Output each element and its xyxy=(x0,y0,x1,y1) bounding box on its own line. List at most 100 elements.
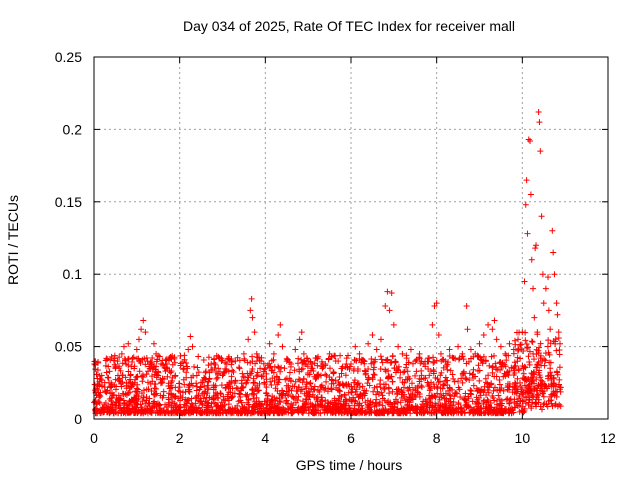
data-point xyxy=(145,368,152,375)
data-point xyxy=(203,404,210,411)
data-point xyxy=(395,386,402,393)
data-point xyxy=(328,386,335,393)
data-point xyxy=(374,409,381,416)
data-point xyxy=(414,409,421,416)
data-point xyxy=(467,346,474,353)
data-point xyxy=(387,399,394,406)
data-point xyxy=(303,379,310,386)
data-point xyxy=(494,366,501,373)
data-point xyxy=(537,374,544,381)
data-point xyxy=(330,370,337,377)
data-point xyxy=(132,397,139,404)
data-point xyxy=(140,317,147,324)
data-point xyxy=(429,321,436,328)
data-point xyxy=(213,409,220,416)
data-point xyxy=(199,379,206,386)
data-point xyxy=(222,397,229,404)
data-point xyxy=(350,379,357,386)
x-tick-label: 12 xyxy=(600,430,616,446)
data-point xyxy=(517,342,524,349)
data-point xyxy=(225,355,232,362)
data-point xyxy=(250,391,257,398)
data-point xyxy=(290,408,297,415)
data-point xyxy=(284,356,291,363)
data-point xyxy=(275,379,282,386)
data-point xyxy=(205,378,212,385)
data-point xyxy=(413,410,420,417)
data-point xyxy=(409,391,416,398)
data-point xyxy=(389,352,396,359)
data-point xyxy=(159,394,166,401)
data-point xyxy=(435,379,442,386)
data-point xyxy=(102,362,109,369)
data-points-layer xyxy=(91,109,564,417)
data-point xyxy=(258,354,265,361)
data-point xyxy=(506,340,513,347)
data-point xyxy=(206,369,213,376)
data-point xyxy=(442,378,449,385)
data-point xyxy=(496,405,503,412)
data-point xyxy=(242,391,249,398)
data-point xyxy=(422,358,429,365)
data-point xyxy=(377,384,384,391)
data-point xyxy=(427,394,434,401)
data-point xyxy=(197,383,204,390)
data-point xyxy=(439,356,446,363)
data-point xyxy=(200,409,207,416)
data-point xyxy=(269,367,276,374)
data-point xyxy=(142,408,149,415)
data-point xyxy=(552,402,559,409)
data-point xyxy=(546,351,553,358)
data-point xyxy=(551,392,558,399)
data-point xyxy=(510,350,517,357)
data-point xyxy=(444,361,451,368)
data-point xyxy=(403,361,410,368)
data-point xyxy=(276,394,283,401)
data-point xyxy=(167,369,174,376)
data-point xyxy=(205,385,212,392)
data-point xyxy=(193,410,200,417)
data-point xyxy=(382,368,389,375)
data-point xyxy=(133,355,140,362)
data-point xyxy=(535,359,542,366)
data-point xyxy=(528,338,535,345)
data-point xyxy=(151,371,158,378)
data-point xyxy=(240,350,247,357)
data-point xyxy=(426,355,433,362)
data-point xyxy=(254,354,261,361)
data-point xyxy=(433,357,440,364)
data-point xyxy=(305,388,312,395)
data-point xyxy=(263,405,270,412)
data-point xyxy=(491,384,498,391)
data-point xyxy=(522,329,529,336)
data-point xyxy=(431,358,438,365)
data-point xyxy=(114,372,121,379)
data-point xyxy=(228,373,235,380)
data-point xyxy=(326,374,333,381)
data-point xyxy=(172,373,179,380)
data-point xyxy=(183,359,190,366)
data-point xyxy=(513,400,520,407)
data-point xyxy=(202,368,209,375)
data-point xyxy=(521,382,528,389)
data-point xyxy=(245,374,252,381)
data-point xyxy=(248,295,255,302)
data-point xyxy=(452,389,459,396)
y-tick-label: 0.2 xyxy=(63,121,83,137)
data-point xyxy=(511,379,518,386)
data-point xyxy=(512,341,519,348)
data-point xyxy=(155,372,162,379)
data-point xyxy=(486,362,493,369)
data-point xyxy=(525,353,532,360)
data-point xyxy=(233,409,240,416)
data-point xyxy=(284,356,291,363)
data-point xyxy=(528,403,535,410)
data-point xyxy=(169,398,176,405)
data-point xyxy=(215,353,222,360)
data-point xyxy=(159,357,166,364)
data-point xyxy=(222,385,229,392)
data-point xyxy=(277,399,284,406)
data-point xyxy=(288,400,295,407)
data-point xyxy=(311,383,318,390)
data-point xyxy=(286,369,293,376)
